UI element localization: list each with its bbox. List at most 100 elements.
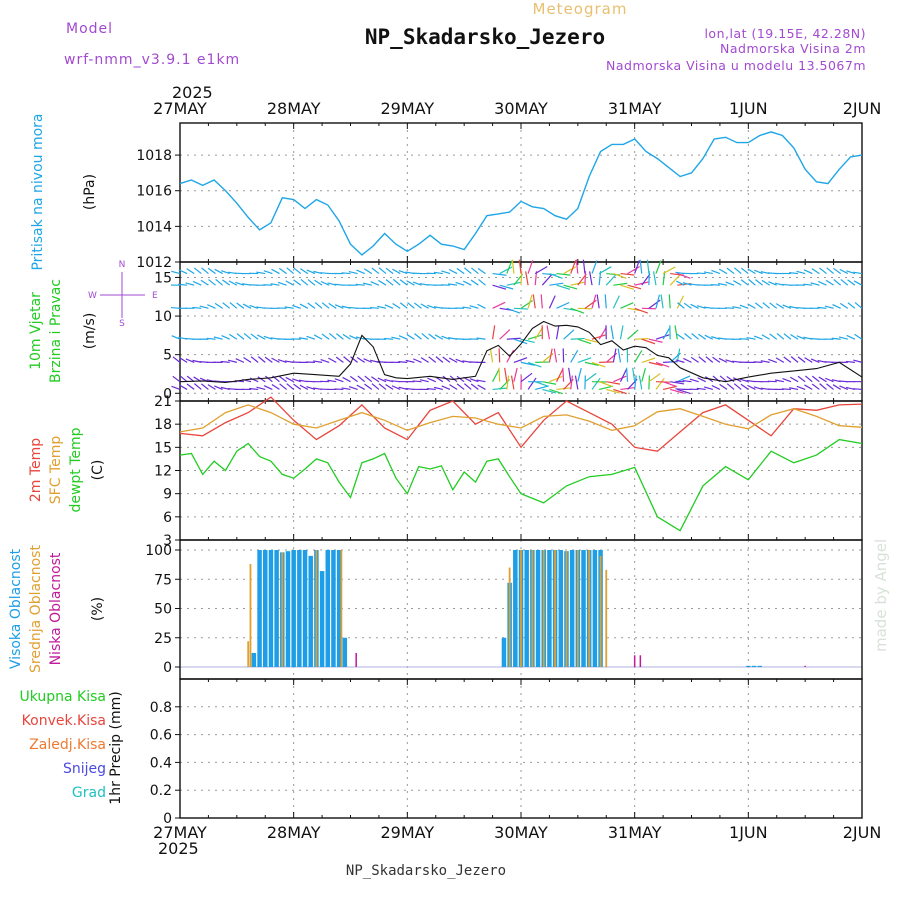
wind-arrow [298, 337, 308, 340]
wind-arrow [178, 384, 188, 390]
cloud-bar [576, 550, 579, 667]
wind-arrow [634, 350, 643, 363]
wind-arrow [582, 259, 586, 274]
wind-arrow [520, 361, 535, 366]
wind-arrow [270, 283, 280, 286]
wind-arrow [556, 387, 571, 391]
wind-arrow [384, 304, 394, 309]
bottom-date-tick: 27MAY [153, 823, 207, 842]
wind-arrow [242, 303, 252, 309]
wind-arrow [328, 332, 337, 340]
wind-arrow [370, 281, 380, 286]
wind-arrow [838, 336, 848, 340]
wind-arrow [171, 270, 181, 275]
wind-arrow [406, 333, 415, 340]
wind-arrow [832, 384, 842, 390]
wind-arrow [598, 266, 612, 275]
wind-arrow [510, 375, 515, 390]
wind-arrow [747, 303, 756, 309]
wind-arrow [314, 302, 323, 309]
wind-arrow [342, 376, 351, 383]
wind-arrow [398, 269, 408, 275]
wind-arrow [733, 267, 742, 275]
wind-arrow [733, 280, 742, 286]
sfc-temp-axis-label: SFC Temp [48, 436, 64, 505]
wind-arrow [769, 333, 778, 340]
wind-arrow [377, 377, 387, 383]
wind-arrow [285, 280, 294, 286]
wind-arrow [292, 304, 301, 309]
wind-arrow [753, 335, 763, 340]
wind-arrow [185, 358, 195, 363]
wind-arrow [619, 368, 628, 382]
top-year-label: 2025 [172, 83, 213, 102]
wind-arrow [293, 383, 302, 390]
wind-arrow [760, 360, 770, 363]
panel-4: 0 0.2 0.4 0.6 0.8 [150, 678, 863, 827]
wind-arrow [690, 356, 699, 363]
wind-arrow [540, 294, 543, 309]
wind-arrow [683, 357, 692, 363]
cloud-bar [274, 550, 279, 667]
wind-arrow [697, 377, 706, 383]
wind-arrow [228, 280, 238, 286]
wind-arrow [639, 259, 643, 274]
wind-arrow [711, 336, 721, 340]
wind-arrow [243, 356, 252, 363]
wind-arrow [819, 267, 827, 275]
wind-compass: N W E S [88, 260, 158, 329]
wind-arrow [648, 361, 663, 367]
wind-arrow [207, 384, 216, 390]
wind-arrow [546, 325, 551, 340]
wind-arrow [847, 279, 856, 286]
wind-arrow [222, 279, 231, 286]
wind-arrow [591, 294, 597, 309]
wind-arrow [413, 302, 422, 309]
wind-arrow [753, 269, 763, 275]
wind-arrow [364, 375, 373, 383]
footer-station-label: NP_Skadarsko_Jezero [346, 863, 506, 879]
wind-arrow [506, 337, 521, 340]
compass-north: N [119, 260, 126, 270]
y-tick-label: 21 [154, 394, 172, 410]
wind-arrow [789, 272, 799, 275]
wind-arrow [471, 267, 479, 275]
wind-arrow [846, 270, 856, 275]
cloud-bar [336, 550, 342, 667]
wind-arrow [227, 359, 237, 363]
wind-arrow [341, 387, 351, 391]
wind-arrow [256, 386, 266, 390]
wind-arrow [782, 304, 792, 309]
wind-arrow [343, 356, 351, 363]
wind-arrow [854, 333, 863, 340]
wind-arrow [263, 335, 273, 340]
bottom-date-axis: 27MAY 28MAY 29MAY 30MAY 31MAY 1JUN 2JUN [153, 823, 881, 842]
wind-arrow [853, 271, 863, 275]
wind-arrow [492, 369, 500, 382]
wind-arrow [201, 267, 209, 275]
wind-arrow [548, 348, 553, 363]
wind-arrow [421, 332, 430, 340]
wind-arrow [825, 377, 834, 383]
wind-arrow [350, 356, 358, 363]
wind-arrow [477, 268, 486, 275]
wind-arrow [549, 273, 563, 279]
wind-arrow [584, 299, 597, 309]
pressure-unit-label: (hPa) [82, 174, 98, 210]
wind-arrow [711, 269, 721, 275]
wind-arrow [556, 301, 570, 309]
wind-arrow [732, 306, 742, 309]
wind-arrow [776, 332, 785, 340]
wind-arrow [577, 307, 592, 310]
y-tick-label: 9 [163, 487, 172, 503]
wind-arrow [271, 383, 280, 390]
wind-arrow [449, 384, 458, 390]
wind-arrow [696, 387, 706, 391]
y-tick-label: 25 [154, 631, 172, 647]
wind-arrow [789, 376, 799, 383]
wind-arrow [762, 302, 771, 309]
top-date-axis: 27MAY 28MAY 29MAY 30MAY 31MAY 1JUN 2JUN [153, 99, 881, 118]
wind-arrow [426, 388, 436, 391]
wind-arrow [733, 383, 742, 390]
wind-arrow [662, 266, 676, 275]
